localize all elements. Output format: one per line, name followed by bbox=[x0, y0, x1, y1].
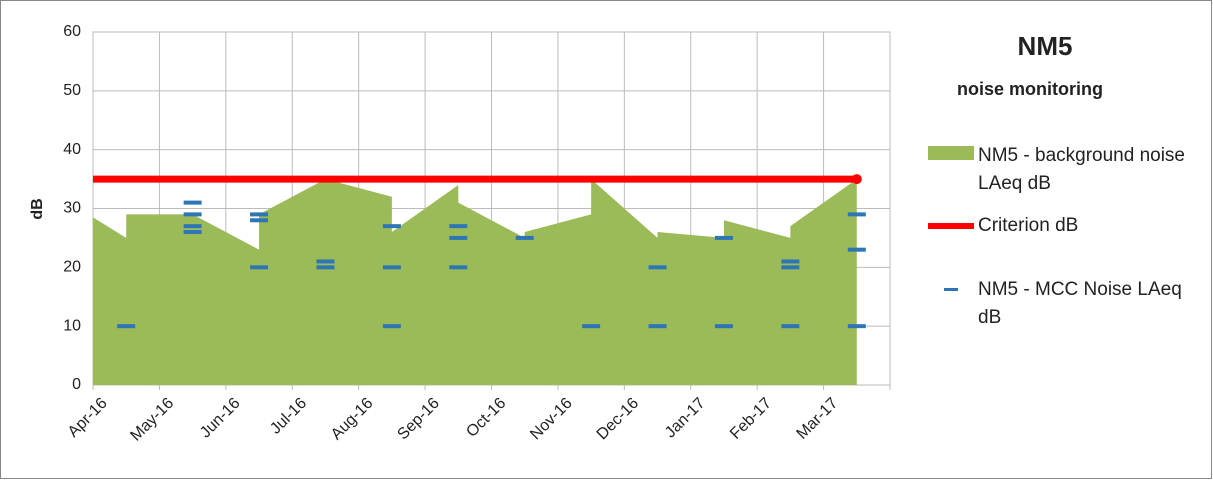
point bbox=[781, 265, 800, 270]
point bbox=[847, 212, 866, 217]
point bbox=[316, 259, 335, 264]
y-axis-label: dB bbox=[29, 198, 46, 219]
point bbox=[648, 324, 667, 329]
y-tick-label: 10 bbox=[63, 317, 81, 334]
point bbox=[382, 265, 401, 270]
point bbox=[183, 212, 202, 217]
point bbox=[515, 235, 534, 240]
point bbox=[449, 224, 468, 229]
point bbox=[582, 324, 601, 329]
legend-label: NM5 - background noise LAeq dB bbox=[978, 145, 1185, 194]
line-end-marker bbox=[851, 174, 862, 185]
point bbox=[648, 265, 667, 270]
legend-label: Criterion dB bbox=[978, 215, 1079, 236]
y-tick-label: 0 bbox=[72, 376, 81, 393]
point bbox=[183, 230, 202, 235]
point bbox=[449, 235, 468, 240]
point bbox=[847, 247, 866, 252]
chart-title: NM5 bbox=[1018, 31, 1073, 61]
area bbox=[93, 179, 857, 385]
point bbox=[847, 324, 866, 329]
point bbox=[781, 324, 800, 329]
point bbox=[382, 224, 401, 229]
legend-swatch bbox=[928, 146, 974, 160]
point bbox=[250, 212, 269, 217]
y-tick-label: 20 bbox=[63, 259, 81, 276]
chart-subtitle: noise monitoring bbox=[957, 79, 1103, 99]
point bbox=[714, 324, 733, 329]
point bbox=[183, 224, 202, 229]
point bbox=[316, 265, 335, 270]
legend-label: NM5 - MCC Noise LAeq dB bbox=[978, 279, 1182, 328]
point bbox=[117, 324, 136, 329]
y-tick-label: 50 bbox=[63, 82, 81, 99]
y-tick-label: 40 bbox=[63, 141, 81, 158]
point bbox=[183, 200, 202, 205]
point bbox=[449, 265, 468, 270]
point bbox=[382, 324, 401, 329]
y-tick-label: 60 bbox=[63, 23, 81, 40]
point bbox=[250, 265, 269, 270]
point bbox=[250, 218, 269, 223]
point bbox=[781, 259, 800, 264]
point bbox=[714, 235, 733, 240]
y-tick-label: 30 bbox=[63, 200, 81, 217]
legend-swatch bbox=[944, 288, 958, 291]
